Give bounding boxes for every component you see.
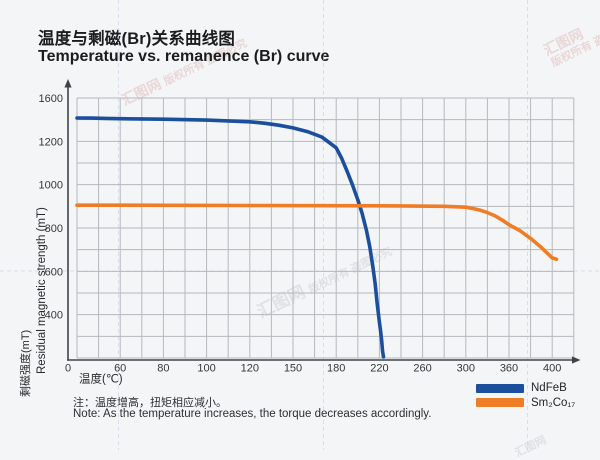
y-axis-title-en: Residual magnetic strength (mT) bbox=[36, 207, 48, 374]
x-tick-label: 100 bbox=[197, 363, 215, 375]
legend-label-ndfeb: NdFeB bbox=[531, 382, 567, 395]
x-tick-label: 80 bbox=[157, 363, 169, 375]
page-title-zh: 温度与剩磁(Br)关系曲线图 bbox=[38, 30, 236, 48]
line-chart-canvas: 0 60 80 100 120 150 180 220 260 300 360 400 1600 1200… bbox=[0, 0, 600, 450]
y-axis-title-zh: 剩磁强度(mT) bbox=[18, 330, 32, 397]
curve-ndfeb bbox=[75, 116, 386, 359]
page-title-en: Temperature vs. remanence (Br) curve bbox=[38, 48, 330, 65]
y-tick-label: 800 bbox=[45, 223, 63, 235]
chart-legend: NdFeB Sm₂Co₁₇ bbox=[476, 381, 575, 410]
legend-label-sm2co17: Sm₂Co₁₇ bbox=[531, 396, 576, 409]
y-tick-label: 600 bbox=[45, 266, 63, 278]
x-tick-label: 400 bbox=[543, 363, 561, 375]
y-axis-arrow-icon bbox=[64, 79, 72, 88]
legend-item-sm2co17: Sm₂Co₁₇ bbox=[476, 396, 575, 411]
x-tick-label: 150 bbox=[284, 363, 302, 375]
legend-item-ndfeb: NdFeB bbox=[476, 381, 575, 396]
legend-swatch-sm2co17 bbox=[476, 398, 524, 408]
y-tick-label: 400 bbox=[45, 310, 63, 322]
x-tick-label: 120 bbox=[241, 363, 259, 375]
x-axis-arrow-icon bbox=[572, 356, 581, 364]
y-tick-label: 1000 bbox=[39, 180, 63, 192]
x-tick-label: 300 bbox=[457, 363, 475, 375]
y-tick-label: 1600 bbox=[39, 93, 63, 105]
x-tick-label: 180 bbox=[327, 363, 345, 375]
legend-swatch-ndfeb bbox=[476, 383, 524, 393]
footnote-en: Note: As the temperature increases, the … bbox=[73, 408, 432, 420]
x-axis-title: 温度(℃) bbox=[79, 372, 123, 386]
x-tick-label: 360 bbox=[500, 363, 518, 375]
x-tick-label: 0 bbox=[65, 363, 71, 375]
footnote-zh: 注：温度增高，扭矩相应减小。 bbox=[73, 397, 227, 409]
x-tick-label: 220 bbox=[370, 363, 388, 375]
curve-sm2co17 bbox=[75, 203, 559, 261]
x-tick-label: 60 bbox=[114, 363, 126, 375]
y-tick-label: 1200 bbox=[39, 136, 63, 148]
x-tick-label: 260 bbox=[413, 363, 431, 375]
